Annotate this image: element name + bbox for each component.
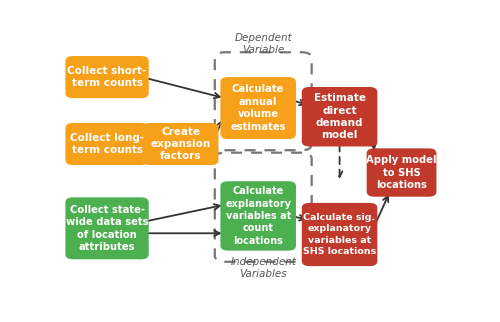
Text: Create
expansion
factors: Create expansion factors [150,127,211,161]
FancyBboxPatch shape [143,123,218,165]
Text: Dependent
Variable: Dependent Variable [234,33,292,55]
Text: Collect state-
wide data sets
of location
attributes: Collect state- wide data sets of locatio… [66,205,148,252]
Text: Calculate
annual
volume
estimates: Calculate annual volume estimates [230,84,286,132]
FancyBboxPatch shape [366,148,436,197]
FancyBboxPatch shape [66,123,148,165]
Text: Calculate
explanatory
variables at
count
locations: Calculate explanatory variables at count… [225,186,291,246]
Text: Apply model
to SHS
locations: Apply model to SHS locations [366,155,437,190]
FancyBboxPatch shape [220,181,296,251]
FancyBboxPatch shape [302,203,378,266]
Text: Calculate sig.
explanatory
variables at
SHS locations: Calculate sig. explanatory variables at … [303,213,376,256]
FancyBboxPatch shape [302,87,378,147]
Text: Collect long-
term counts: Collect long- term counts [70,133,144,155]
FancyBboxPatch shape [66,197,148,259]
Text: Estimate
direct
demand
model: Estimate direct demand model [314,93,366,140]
FancyBboxPatch shape [220,77,296,139]
Text: Collect short-
term counts: Collect short- term counts [68,66,146,88]
Text: Independent
Variables: Independent Variables [230,257,296,279]
FancyBboxPatch shape [66,56,148,98]
